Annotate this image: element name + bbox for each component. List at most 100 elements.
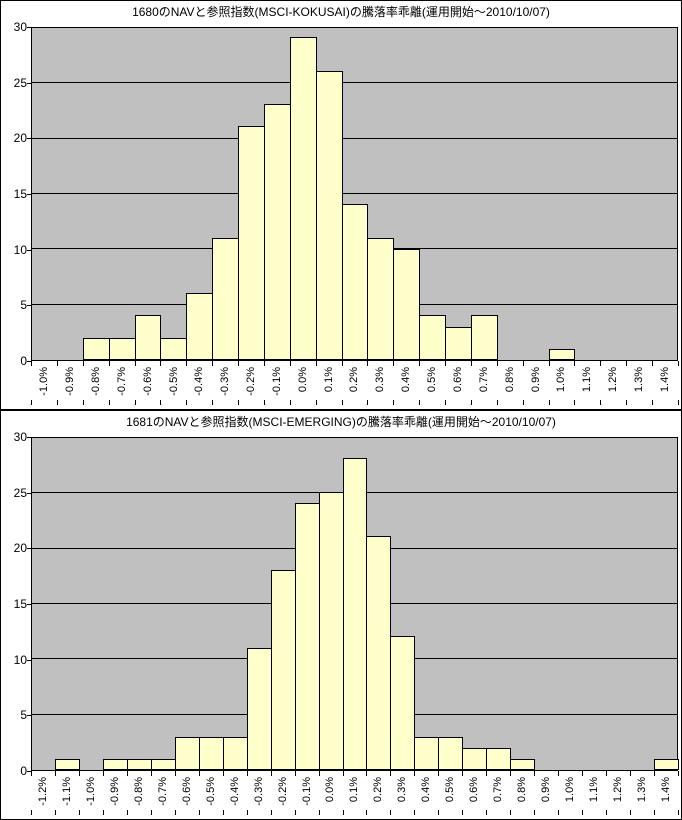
x-axis-tick (134, 361, 136, 366)
histogram-bar (419, 315, 447, 360)
y-axis-tick-label: 0 (20, 764, 27, 778)
x-axis-tick-label: 0.2% (348, 367, 361, 393)
histogram-bar (198, 736, 224, 770)
chart-title: 1680のNAVと参照指数(MSCI-KOKUSAI)の騰落率乖離(運用開始～2… (132, 5, 550, 19)
gridline (32, 193, 677, 194)
x-axis-tick-label: 1.1% (588, 777, 601, 803)
histogram-bar (289, 37, 317, 360)
x-axis-outer-tick (678, 810, 679, 815)
x-axis-tick (626, 361, 628, 366)
x-axis-tick (419, 361, 421, 366)
x-axis-tick (174, 771, 176, 776)
x-axis-tick-label: 0.1% (348, 777, 361, 803)
x-axis-tick-label: -1.2% (36, 777, 49, 806)
x-axis-outer-tick (445, 400, 447, 405)
x-axis-tick (574, 361, 576, 366)
x-axis-outer-tick (82, 400, 84, 405)
x-axis-tick (186, 361, 188, 366)
x-axis-tick-label: -0.5% (167, 367, 180, 396)
y-axis-tick (27, 305, 31, 307)
x-axis-outer-tick (31, 400, 32, 405)
x-axis-tick-label: 0.7% (492, 777, 505, 803)
x-axis-tick-label: -0.1% (300, 777, 313, 806)
histogram-bar (341, 204, 369, 360)
x-axis-tick-label: 0.9% (529, 367, 542, 393)
x-axis-outer-tick (522, 400, 524, 405)
x-axis-tick-label: -0.3% (252, 777, 265, 806)
x-axis-tick (600, 361, 602, 366)
x-axis-tick-label: -0.4% (193, 367, 206, 396)
histogram-bar (126, 758, 152, 770)
histogram-bar (82, 337, 110, 360)
y-axis-tick-label: 15 (13, 597, 27, 611)
plot-area (31, 27, 678, 361)
x-axis-tick-label: -0.4% (228, 777, 241, 806)
x-axis-tick-label: -1.0% (37, 367, 50, 396)
x-axis-tick-label: 0.0% (324, 777, 337, 803)
x-axis-tick (82, 361, 84, 366)
histogram-bar (486, 747, 512, 770)
x-axis-outer-tick (126, 810, 128, 815)
x-axis-outer-tick (174, 810, 176, 815)
x-axis-tick-label: 1.3% (636, 777, 649, 803)
x-axis-tick (31, 771, 32, 776)
histogram-bar (548, 348, 576, 360)
x-axis-outer-tick (582, 810, 584, 815)
x-axis-tick-label: -0.3% (219, 367, 232, 396)
x-axis-outer-tick (246, 810, 248, 815)
x-axis-outer-tick (341, 400, 343, 405)
histogram-bar (160, 337, 188, 360)
x-axis-tick-label: 1.4% (659, 367, 672, 393)
histogram-bar (150, 758, 176, 770)
histogram-bar (366, 536, 392, 770)
histogram-bar (174, 736, 200, 770)
x-axis-outer-tick (652, 400, 654, 405)
y-axis-tick-label: 10 (13, 652, 27, 667)
x-axis-tick-label: 1.4% (660, 777, 673, 803)
x-axis-tick (212, 361, 214, 366)
histogram-bar (102, 758, 128, 770)
x-axis-tick (470, 361, 472, 366)
x-axis-tick-label: -0.9% (108, 777, 121, 806)
y-axis-tick (27, 548, 31, 550)
x-axis-outer-tick (56, 400, 58, 405)
x-axis-outer-tick (102, 810, 104, 815)
x-axis-tick (294, 771, 296, 776)
x-axis-tick-label: 1.3% (633, 367, 646, 393)
x-axis-tick (496, 361, 498, 366)
x-axis-tick (341, 361, 343, 366)
x-axis-tick (652, 361, 654, 366)
x-axis-tick-label: -0.1% (270, 367, 283, 396)
y-axis-tick-label: 30 (13, 20, 27, 34)
x-axis-tick-label: -0.7% (156, 777, 169, 806)
x-axis-outer-tick (160, 400, 162, 405)
y-axis-tick (27, 492, 31, 494)
x-axis-outer-tick (263, 400, 265, 405)
histogram-bar (270, 569, 296, 770)
x-axis-tick (390, 771, 392, 776)
plot-area (31, 437, 679, 771)
histogram-chart-1680-msci-kokusai: 1680のNAVと参照指数(MSCI-KOKUSAI)の騰落率乖離(運用開始～2… (0, 0, 682, 410)
x-axis-tick (108, 361, 110, 366)
x-axis-outer-tick (54, 810, 56, 815)
histogram-bar (294, 502, 320, 770)
x-axis-tick (414, 771, 416, 776)
x-axis-tick-label: 0.9% (540, 777, 553, 803)
x-axis-tick (56, 361, 58, 366)
x-axis-tick-label: -1.1% (60, 777, 73, 806)
x-axis-tick (263, 361, 265, 366)
x-axis-tick-label: 0.2% (372, 777, 385, 803)
x-axis-tick (102, 771, 104, 776)
x-axis-outer-tick (366, 810, 368, 815)
histogram-bar (222, 736, 248, 770)
y-axis-tick (27, 604, 31, 605)
x-axis-outer-tick (198, 810, 200, 815)
x-axis-tick-label: 1.1% (581, 367, 594, 393)
x-axis-outer-tick (606, 810, 608, 815)
y-axis-tick (27, 82, 31, 84)
x-axis-tick (318, 771, 320, 776)
x-axis-tick-label: -0.5% (204, 777, 217, 806)
x-axis-outer-tick (367, 400, 369, 405)
y-axis-tick-label: 25 (13, 75, 27, 90)
gridline (32, 82, 677, 84)
